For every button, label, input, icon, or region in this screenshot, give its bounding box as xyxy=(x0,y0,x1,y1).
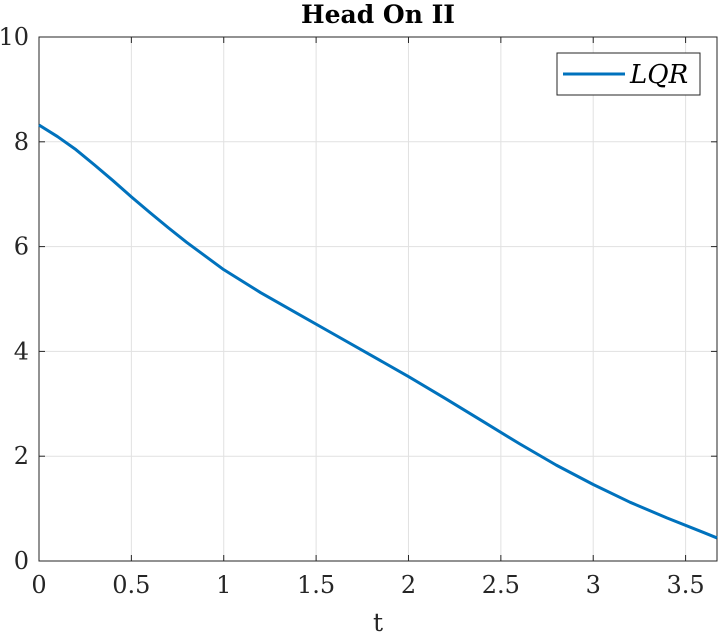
x-tick-label: 1.5 xyxy=(297,571,335,599)
legend: LQR xyxy=(556,52,701,96)
x-tick-label: 3 xyxy=(586,571,601,599)
y-tick-label: 2 xyxy=(14,442,29,470)
grid xyxy=(39,37,717,561)
legend-label-lqr: LQR xyxy=(629,60,688,90)
x-tick-label: 3.5 xyxy=(667,571,705,599)
y-ticks: 0 2 4 6 8 10 xyxy=(0,23,717,575)
x-tick-label: 2.5 xyxy=(482,571,520,599)
y-tick-label: 6 xyxy=(14,233,29,261)
x-axis-label: t xyxy=(373,608,383,636)
series-line-lqr xyxy=(38,123,718,540)
x-tick-label: 2 xyxy=(401,571,416,599)
y-tick-label: 8 xyxy=(14,128,29,156)
plot-frame xyxy=(38,36,718,562)
x-tick-label: 1 xyxy=(216,571,231,599)
series xyxy=(38,123,718,540)
x-tick-label: 0 xyxy=(31,571,46,599)
plot-area xyxy=(39,37,717,561)
x-tick-label: 0.5 xyxy=(112,571,150,599)
y-tick-label: 0 xyxy=(14,547,29,575)
chart-title: Head On II xyxy=(301,0,455,29)
y-tick-label: 4 xyxy=(14,337,29,365)
y-tick-label: 10 xyxy=(0,23,29,51)
x-ticks: 0 0.5 1 1.5 2 2.5 3 3.5 xyxy=(31,37,705,599)
